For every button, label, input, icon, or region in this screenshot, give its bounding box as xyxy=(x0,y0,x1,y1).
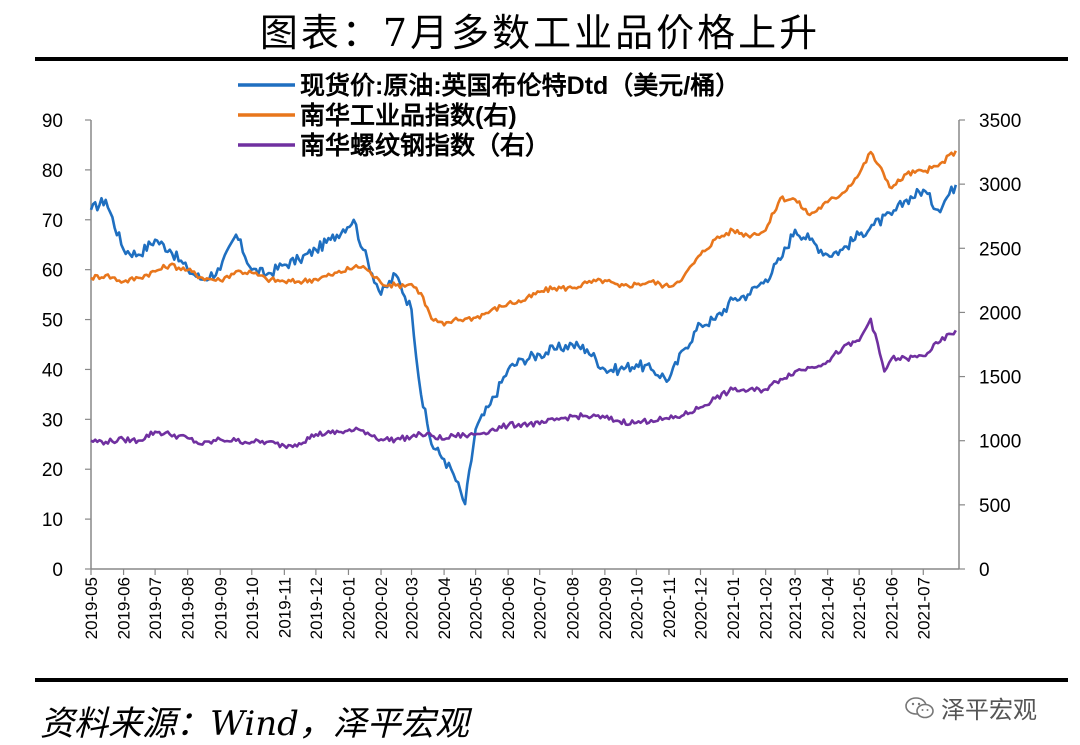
legend-label-2: 南华工业品指数(右) xyxy=(300,101,517,130)
x-tick-label: 2020-02 xyxy=(372,577,391,639)
axes: 0 10 20 30 40 50 60 70 80 90 0 500 1000 1500 2000 2500 3… xyxy=(42,111,1021,639)
x-tick-label: 2021-03 xyxy=(786,577,805,639)
series-line-2 xyxy=(90,150,957,327)
x-tick-label: 2021-07 xyxy=(914,577,933,639)
source-rule xyxy=(35,678,1068,682)
x-tick-label: 2020-11 xyxy=(660,577,679,638)
x-tick-label: 2020-12 xyxy=(691,577,710,639)
left-tick-label: 90 xyxy=(42,111,63,132)
left-tick-label: 50 xyxy=(42,311,63,332)
x-tick-label: 2019-07 xyxy=(146,577,165,639)
left-tick-label: 0 xyxy=(52,560,63,581)
x-tick-label: 2020-04 xyxy=(435,577,454,639)
x-tick-label: 2020-03 xyxy=(403,577,422,639)
x-tick-label: 2020-01 xyxy=(339,577,358,639)
x-tick-label: 2021-02 xyxy=(757,577,776,639)
chart-title: 图表：7月多数工业品价格上升 xyxy=(259,11,821,55)
x-tick-label: 2020-06 xyxy=(499,577,518,639)
x-tick-label: 2019-06 xyxy=(115,577,134,639)
series-lines xyxy=(89,150,958,506)
right-tick-label: 3000 xyxy=(979,175,1021,196)
x-tick-label: 2019-10 xyxy=(243,577,262,639)
x-tick-label: 2020-07 xyxy=(531,577,550,639)
x-tick-label: 2021-01 xyxy=(724,577,743,639)
left-tick-label: 80 xyxy=(42,161,63,182)
x-tick-label: 2021-05 xyxy=(850,577,869,639)
right-tick-label: 2000 xyxy=(979,303,1021,324)
x-tick-label: 2020-08 xyxy=(563,577,582,639)
right-tick-label: 1500 xyxy=(979,368,1021,389)
left-tick-label: 30 xyxy=(42,410,63,431)
watermark: 泽平宏观 xyxy=(905,690,1037,725)
x-tick-label: 2020-09 xyxy=(596,577,615,639)
x-tick-label: 2021-04 xyxy=(819,577,838,639)
series-line-3 xyxy=(90,317,957,450)
right-tick-label: 3500 xyxy=(979,111,1021,132)
x-tick-label: 2021-06 xyxy=(883,577,902,639)
left-tick-label: 20 xyxy=(42,460,63,481)
x-tick-label: 2019-08 xyxy=(179,577,198,639)
legend-label-3: 南华螺纹钢指数（右） xyxy=(300,131,550,160)
x-tick-label: 2019-05 xyxy=(82,577,101,639)
x-tick-label: 2019-12 xyxy=(307,577,326,639)
x-tick-label: 2019-09 xyxy=(211,577,230,639)
x-tick-label: 2020-05 xyxy=(467,577,486,639)
legend: 现货价:原油:英国布伦特Dtd（美元/桶）南华工业品指数(右)南华螺纹钢指数（右… xyxy=(238,71,740,160)
legend-label-1: 现货价:原油:英国布伦特Dtd（美元/桶） xyxy=(300,71,740,100)
series-line-1 xyxy=(89,184,958,506)
left-tick-label: 70 xyxy=(42,211,63,232)
title-rule xyxy=(35,57,1068,61)
right-tick-label: 0 xyxy=(979,560,990,581)
watermark-label: 泽平宏观 xyxy=(941,696,1037,724)
chart: 现货价:原油:英国布伦特Dtd（美元/桶）南华工业品指数(右)南华螺纹钢指数（右… xyxy=(42,71,1021,639)
right-tick-label: 500 xyxy=(979,496,1011,517)
left-tick-label: 60 xyxy=(42,261,63,282)
source-note: 资料来源：Wind，泽平宏观 xyxy=(40,704,469,744)
left-tick-label: 40 xyxy=(42,360,63,381)
right-tick-label: 2500 xyxy=(979,239,1021,260)
x-tick-label: 2019-11 xyxy=(275,577,294,638)
left-tick-label: 10 xyxy=(42,510,63,531)
right-tick-label: 1000 xyxy=(979,432,1021,453)
x-tick-label: 2020-10 xyxy=(627,577,646,639)
wechat-icon xyxy=(905,696,934,718)
